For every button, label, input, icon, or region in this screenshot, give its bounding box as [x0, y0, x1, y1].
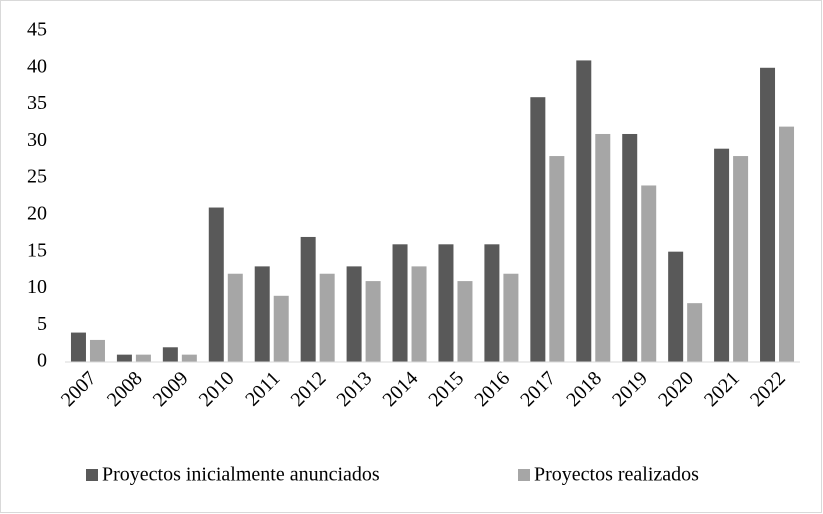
bar [760, 67, 776, 363]
bar [116, 354, 132, 362]
bar [300, 236, 316, 362]
bar [392, 244, 408, 362]
bar [135, 354, 151, 362]
y-tick-label: 25 [27, 166, 47, 188]
bar [530, 97, 546, 362]
y-tick-label: 5 [37, 313, 47, 335]
y-tick-label: 0 [37, 350, 47, 372]
bar [365, 281, 381, 362]
bar [576, 60, 592, 363]
legend-swatch [86, 469, 98, 481]
bar [273, 295, 289, 362]
bar [687, 303, 703, 362]
bar [208, 207, 224, 362]
bar [595, 133, 611, 362]
bar [162, 347, 178, 362]
y-tick-label: 35 [27, 92, 47, 114]
bar [714, 148, 730, 362]
bar [622, 133, 638, 362]
legend-label: Proyectos inicialmente anunciados [102, 464, 380, 486]
bar [227, 273, 243, 362]
y-tick-label: 15 [27, 239, 47, 261]
y-tick-label: 40 [27, 55, 47, 77]
bar [549, 156, 565, 362]
bar [411, 266, 427, 362]
bar [503, 273, 519, 362]
bar [484, 244, 500, 362]
bar [89, 339, 105, 362]
bar [779, 126, 795, 362]
bar [319, 273, 335, 362]
y-tick-label: 30 [27, 129, 47, 151]
y-tick-label: 20 [27, 202, 47, 224]
bar [254, 266, 270, 362]
y-tick-label: 10 [27, 276, 47, 298]
legend-swatch [518, 469, 530, 481]
bar [181, 354, 197, 362]
bar [70, 332, 86, 362]
bar [438, 244, 454, 362]
legend-label: Proyectos realizados [534, 464, 699, 486]
bar [346, 266, 362, 362]
bar [457, 281, 473, 362]
bar [641, 185, 657, 362]
bar [668, 251, 684, 362]
y-tick-label: 45 [27, 19, 47, 41]
bar [733, 156, 749, 362]
